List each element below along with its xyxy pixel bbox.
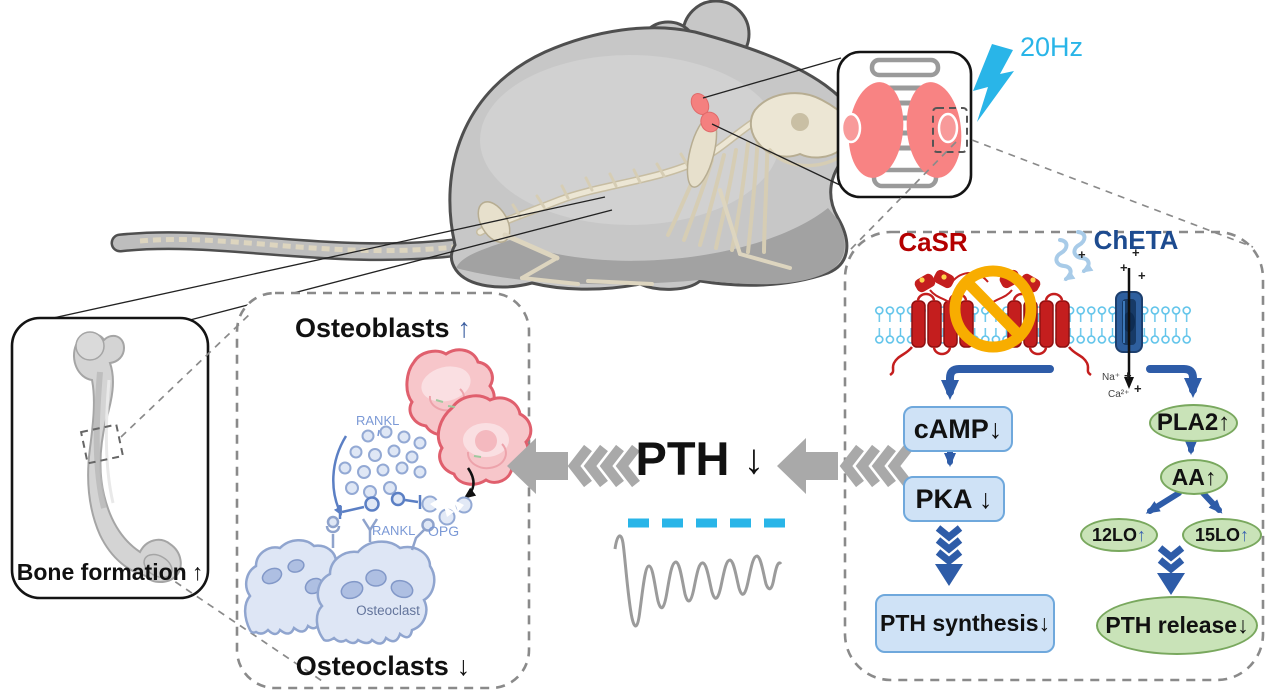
gray-chevrons-left (567, 444, 640, 488)
plus-ion: + (1124, 368, 1132, 383)
osteoclasts-title: Osteoclasts ↓ (295, 651, 471, 681)
down-arrow: ↓ (456, 651, 471, 681)
cheta-label: ChETA (1093, 225, 1179, 255)
lightning-bolt-icon (973, 44, 1014, 122)
connector-lines-dashed (120, 139, 1254, 684)
plus-ion: + (1132, 245, 1140, 260)
opg-label: OPG (428, 523, 460, 539)
osteoblasts-title: Osteoblasts ↑ (294, 313, 472, 343)
up-arrow: ↑ (1137, 524, 1147, 545)
rankl-label-bottom: RANKL (372, 523, 416, 538)
plus-ion: + (1078, 247, 1086, 262)
rankl-particles (338, 425, 427, 499)
lo12-node: 12LO ↑ (1080, 518, 1158, 552)
inhibition-tbars (338, 491, 422, 519)
osteoblast-cells (405, 348, 533, 486)
bone-formation-title: Bone formation ↑ (16, 559, 204, 585)
osteoclast-cell-label: Osteoclast (356, 603, 420, 618)
up-arrow: ↑ (191, 559, 204, 585)
plus-ion: + (1120, 260, 1128, 275)
aa-node: AA↑ (1160, 459, 1228, 495)
pth-synthesis-node: PTH synthesis↓ (875, 594, 1055, 653)
rankl-flow-arrow (332, 435, 348, 516)
mouse-illustration (110, 0, 868, 291)
femur-bone (73, 331, 182, 583)
plus-ion: + (1138, 268, 1146, 283)
bone-panel-frame (10, 316, 210, 600)
osteoclast-cells (243, 515, 436, 645)
rankl-label-top: RANKL (356, 413, 400, 428)
casr-label: CaSR (898, 227, 968, 257)
pla2-node: PLA2↑ (1149, 404, 1238, 442)
down-arrow: ↓ (743, 434, 765, 482)
lo15-node: 15LO ↑ (1182, 518, 1262, 552)
gray-block-arrow-right (777, 438, 838, 494)
opg-molecules (421, 495, 473, 526)
gland-inset (836, 44, 1014, 199)
plus-ion: + (1134, 381, 1142, 396)
up-arrow: ↑ (1240, 524, 1250, 545)
parathyroid-ovals (840, 112, 959, 144)
camp-node: cAMP↓ (903, 406, 1013, 452)
light-wave-arrows (1054, 230, 1094, 281)
sodium-label: Na⁺ (1102, 372, 1121, 383)
chevron-arrow-synthesis (935, 525, 963, 586)
stimulus-frequency-label: 20Hz (1020, 32, 1084, 62)
pth-waveform (613, 534, 783, 628)
mouse-parathyroid-glands (690, 93, 720, 133)
pka-node: PKA ↓ (903, 476, 1005, 522)
calcium-label: Ca²⁺ (1108, 389, 1130, 400)
osteoblast-to-opg-arrow (463, 467, 477, 499)
branch-arrows (941, 365, 1223, 514)
up-arrow: ↑ (457, 313, 472, 343)
prohibition-icon (949, 265, 1037, 353)
stimulation-target-box (932, 107, 968, 153)
gray-block-arrow-left (507, 438, 568, 494)
thyroid-lobes (848, 82, 962, 178)
osteoclast-receptors (325, 515, 435, 551)
gray-chevrons-right (839, 444, 912, 488)
pth-title: PTH ↓ (635, 432, 765, 485)
bone-zoom-box (79, 423, 125, 465)
pth-release-node: PTH release↓ (1096, 596, 1258, 655)
chevron-arrow-release (1157, 545, 1185, 595)
